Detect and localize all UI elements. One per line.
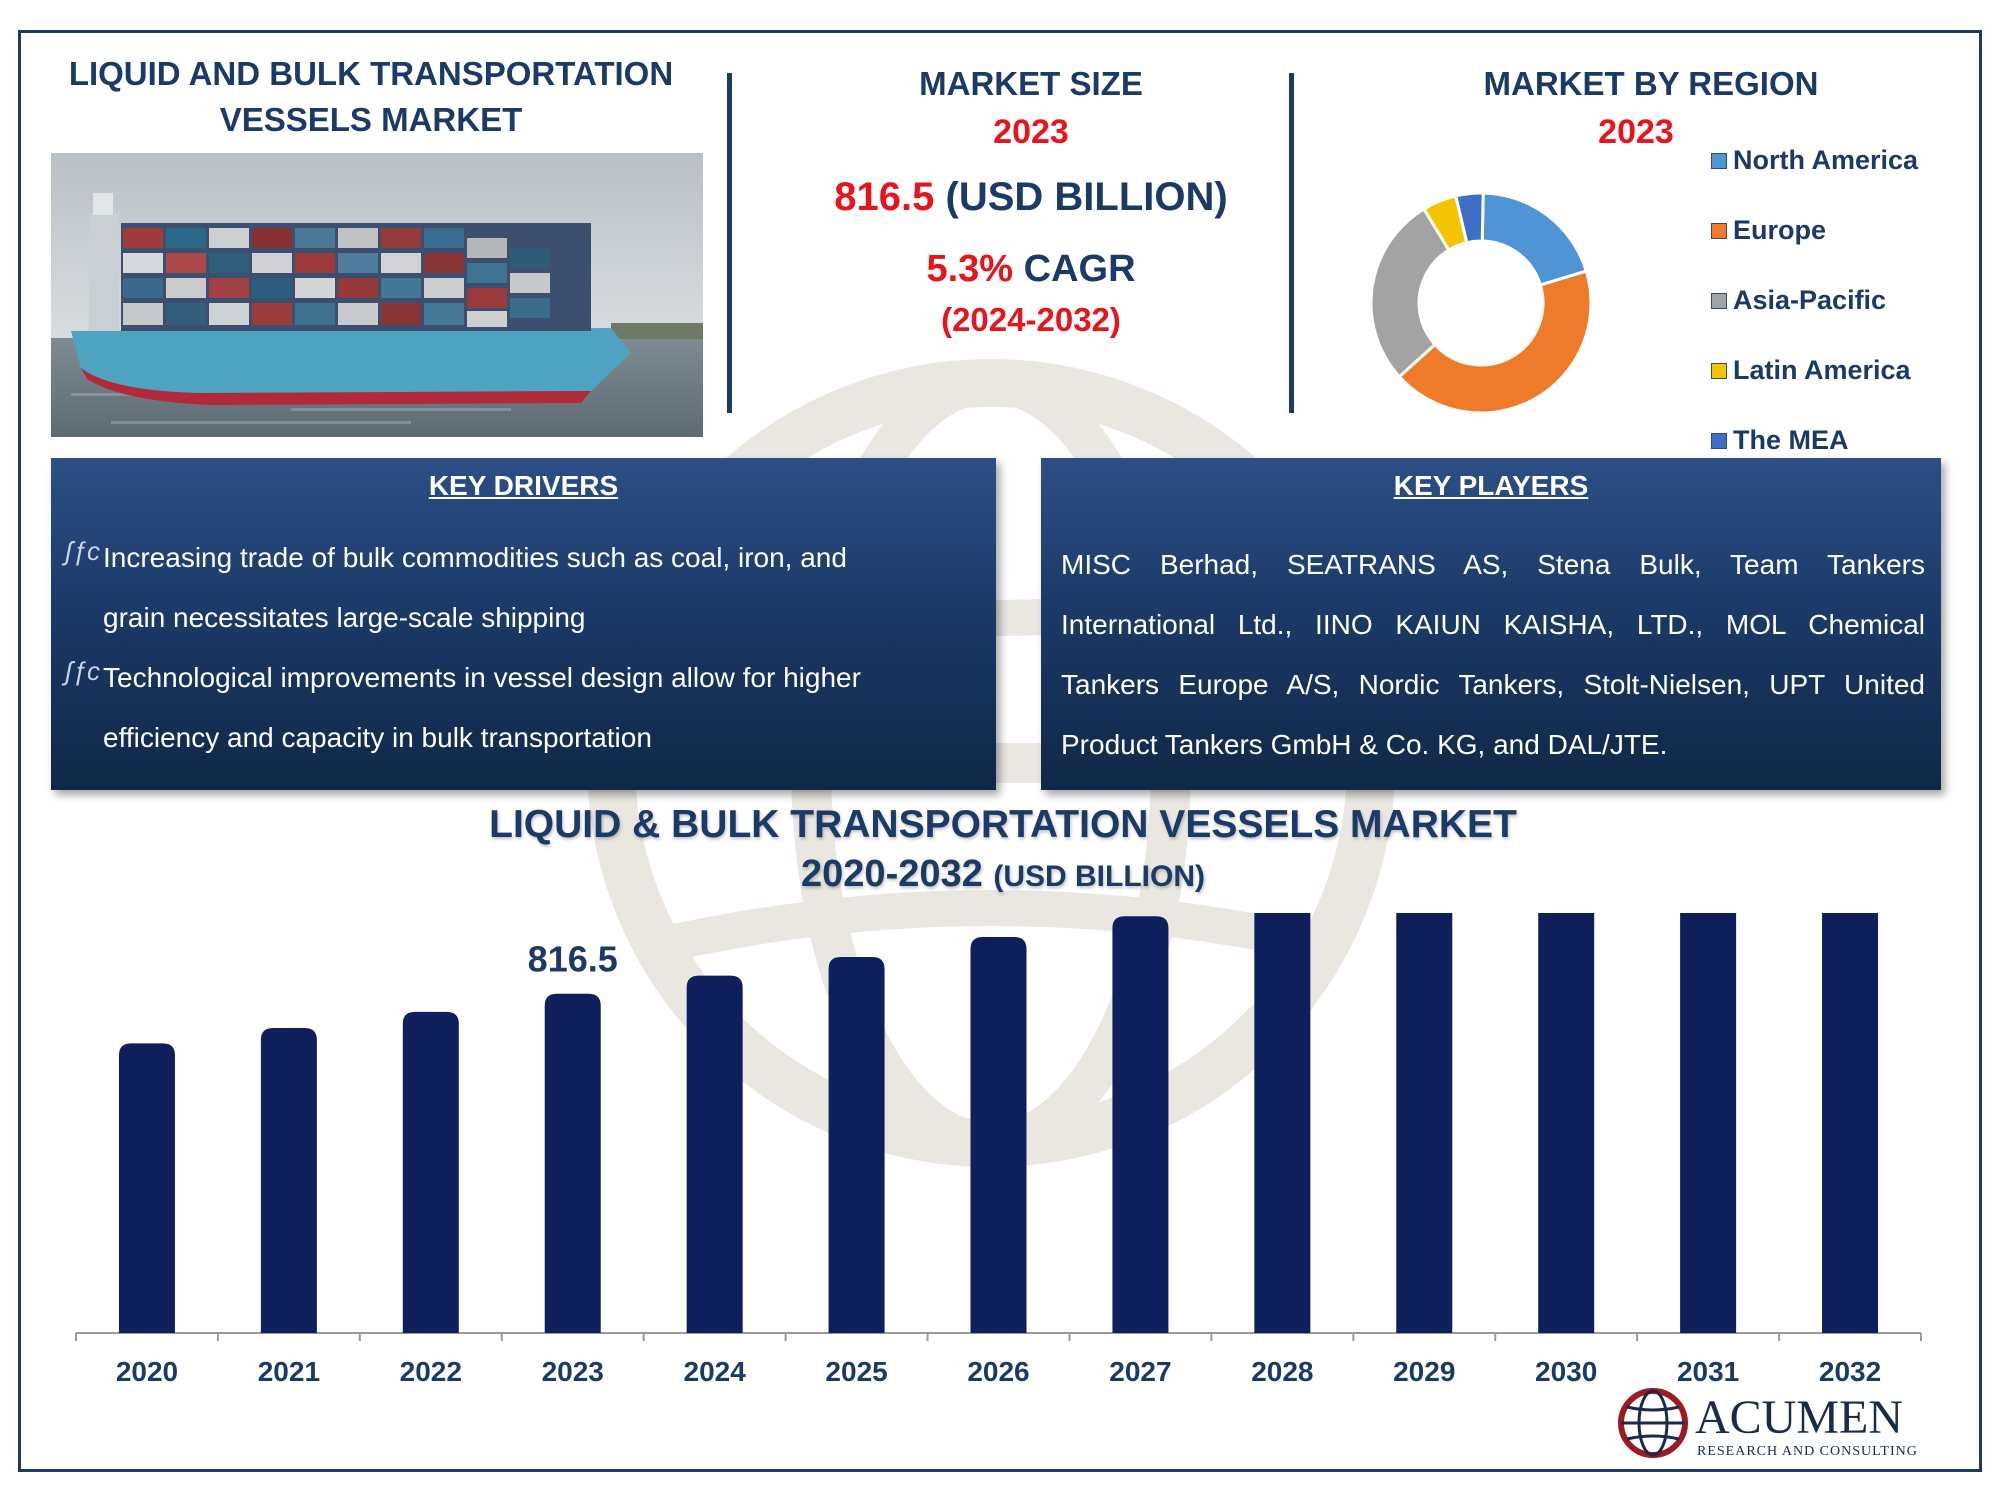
separator-right [1289,73,1294,413]
chart-title-years: 2020-2032 [801,853,983,895]
driver-item-2: Technological improvements in vessel des… [103,648,983,768]
x-tick-label: 2023 [542,1356,604,1387]
cagr-label: CAGR [1023,248,1136,290]
bar-2020 [118,1043,175,1333]
report-title-line2: VESSELS MARKET [219,101,523,138]
legend-label: Asia-Pacific [1733,285,1887,315]
driver-bullet-icon: ʃƒc [65,656,101,686]
x-tick-label: 2032 [1819,1356,1881,1387]
market-size-number: 816.5 [834,175,935,219]
driver-2-line2: efficiency and capacity in bulk transpor… [103,722,652,753]
x-tick-label: 2025 [825,1356,887,1387]
chart-title-line1: LIQUID & BULK TRANSPORTATION VESSELS MAR… [489,803,1517,846]
x-tick-label: 2031 [1677,1356,1739,1387]
market-size-year: 2023 [993,113,1069,151]
donut-slice-the-mea [1453,191,1485,245]
bar-2023 [544,993,601,1333]
bar-2022 [402,1011,459,1333]
driver-1-line2: grain necessitates large-scale shipping [103,602,586,633]
bar-2027 [1112,916,1169,1333]
acumen-logo: ACUMEN RESEARCH AND CONSULTING [1618,1388,1918,1459]
legend-item: North America [1711,145,1918,176]
bar-chart: 2020 2021 2022 2023 816.5 2024 2025 2026 2027 202… [75,913,1922,1387]
donut-slice-europe [1397,269,1593,415]
bar-2026 [970,937,1027,1333]
separator-left [727,73,732,413]
market-size-unit: (USD BILLION) [945,175,1228,219]
legend-item: The MEA [1711,425,1849,456]
market-size-value: 816.5 (USD BILLION) [751,175,1311,220]
bar-2030 [1538,913,1595,1333]
key-drivers-title: KEY DRIVERS [428,470,619,501]
donut-slice-north-america [1480,191,1589,287]
x-tick-label: 2021 [258,1356,320,1387]
report-title-line1: LIQUID AND BULK TRANSPORTATION [68,55,674,92]
bar-2025 [828,956,885,1333]
legend-item: Latin America [1711,355,1911,386]
x-tick-label: 2027 [1109,1356,1171,1387]
x-tick-label: 2020 [116,1356,178,1387]
market-size-heading: MARKET SIZE [919,65,1143,102]
x-tick-label: 2029 [1393,1356,1455,1387]
legend-swatch [1711,292,1727,309]
x-tick-label: 2026 [967,1356,1029,1387]
legend-item: Europe [1711,215,1826,246]
driver-item-1: Increasing trade of bulk commodities suc… [103,528,983,648]
region-donut-chart [1369,191,1593,415]
legend-swatch [1711,432,1727,449]
bar-2028 [1254,913,1311,1333]
legend-swatch [1711,152,1727,169]
bar-2031 [1680,913,1737,1333]
region-year: 2023 [1598,113,1674,151]
cagr-value: 5.3% [926,248,1014,290]
driver-bullet-icon: ʃƒc [65,536,101,566]
infographic-frame: LIQUID AND BULK TRANSPORTATION VESSELS M… [18,30,1982,1472]
x-tick-label: 2028 [1251,1356,1313,1387]
x-tick-label: 2030 [1535,1356,1597,1387]
cagr-period: (2024-2032) [941,301,1121,338]
key-players-panel: KEY PLAYERS MISC Berhad, SEATRANS AS, St… [1041,458,1941,790]
bar-2032 [1822,913,1879,1333]
legend-label: North America [1733,145,1919,175]
driver-2-line1: Technological improvements in vessel des… [103,662,861,693]
chart-title: LIQUID & BULK TRANSPORTATION VESSELS MAR… [21,803,1979,896]
legend-item: Asia-Pacific [1711,285,1886,316]
key-drivers-panel: KEY DRIVERS ʃƒc Increasing trade of bulk… [51,458,996,790]
legend-swatch [1711,222,1727,239]
donut-slice-asia-pacific [1369,206,1451,379]
legend-label: The MEA [1733,425,1849,455]
bar-2021 [260,1028,317,1333]
legend-label: Latin America [1733,355,1911,385]
logo-tagline: RESEARCH AND CONSULTING [1697,1444,1918,1459]
driver-1-line1: Increasing trade of bulk commodities suc… [103,542,847,573]
chart-title-line2: 2020-2032 (USD BILLION) [21,853,1979,896]
key-players-title: KEY PLAYERS [1393,470,1589,501]
legend-label: Europe [1733,215,1827,245]
bar-2029 [1396,913,1453,1333]
data-label-2023: 816.5 [528,939,618,980]
cargo-ship-image [51,153,703,437]
x-tick-label: 2022 [400,1356,462,1387]
logo-name: ACUMEN [1695,1391,1903,1444]
chart-title-unit: (USD BILLION) [993,860,1205,893]
report-title: LIQUID AND BULK TRANSPORTATION VESSELS M… [51,51,691,143]
key-players-text: MISC Berhad, SEATRANS AS, Stena Bulk, Te… [1061,549,1925,760]
x-tick-label: 2024 [684,1356,747,1387]
market-cagr: 5.3% CAGR [751,248,1311,291]
legend-swatch [1711,362,1727,379]
region-heading: MARKET BY REGION [1483,65,1819,102]
bar-2024 [686,975,743,1333]
